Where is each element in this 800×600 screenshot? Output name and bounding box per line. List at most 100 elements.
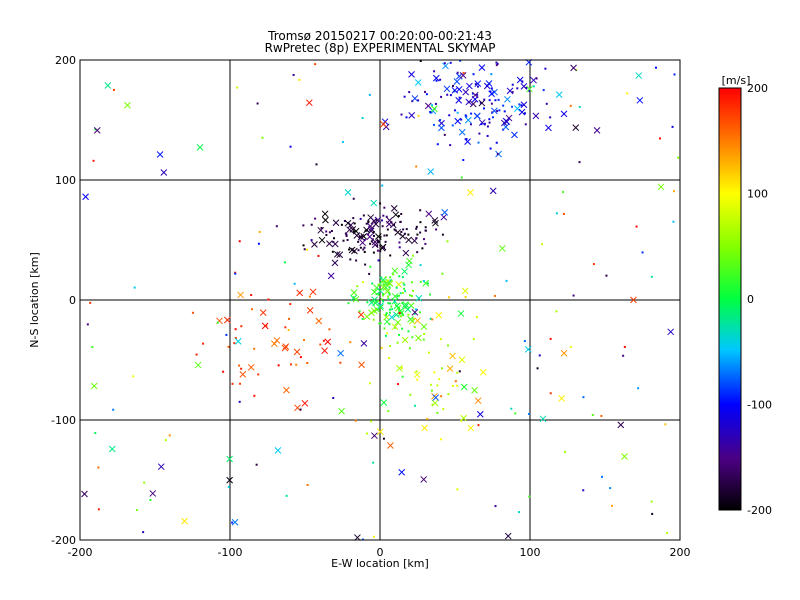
data-point-dot bbox=[356, 285, 359, 288]
data-point-dot bbox=[361, 317, 364, 320]
data-point-cross bbox=[415, 334, 422, 342]
data-point-dot bbox=[411, 336, 414, 339]
data-point-dot bbox=[377, 259, 380, 262]
data-point-dot bbox=[362, 214, 365, 217]
data-point-dot bbox=[283, 261, 286, 264]
data-point-dot bbox=[392, 273, 395, 276]
data-point-dot bbox=[451, 384, 454, 387]
data-point-cross bbox=[379, 283, 387, 291]
data-point-dot bbox=[231, 521, 234, 524]
data-point-dot bbox=[425, 93, 428, 96]
data-point-dot bbox=[381, 219, 384, 222]
data-point-dot bbox=[622, 354, 625, 357]
data-point-cross bbox=[333, 250, 341, 258]
data-point-dot bbox=[357, 240, 360, 243]
data-point-dot bbox=[385, 234, 388, 237]
data-point-cross bbox=[460, 383, 468, 391]
data-point-cross bbox=[511, 131, 518, 139]
data-point-dot bbox=[441, 367, 444, 370]
data-point-cross bbox=[427, 168, 435, 175]
data-points bbox=[81, 58, 680, 541]
data-point-cross bbox=[430, 105, 438, 113]
data-point-dot bbox=[451, 84, 454, 87]
data-point-cross bbox=[458, 356, 466, 364]
data-point-dot bbox=[164, 439, 167, 442]
data-point-dot bbox=[97, 466, 100, 469]
data-point-dot bbox=[345, 233, 348, 236]
data-point-dot bbox=[474, 83, 477, 86]
data-point-dot bbox=[609, 487, 612, 490]
data-point-dot bbox=[250, 294, 253, 297]
data-point-cross bbox=[315, 317, 323, 325]
data-point-cross bbox=[560, 110, 568, 118]
data-point-dot bbox=[442, 408, 445, 411]
data-point-dot bbox=[412, 254, 415, 257]
data-point-cross bbox=[471, 386, 478, 394]
data-point-dot bbox=[490, 73, 493, 76]
y-axis-label: N-S location [km] bbox=[28, 252, 41, 348]
data-point-cross bbox=[545, 124, 552, 132]
data-point-dot bbox=[402, 282, 405, 285]
data-point-dot bbox=[451, 124, 454, 127]
data-point-dot bbox=[677, 156, 680, 159]
data-point-dot bbox=[416, 251, 419, 254]
data-point-cross bbox=[370, 307, 378, 315]
data-point-cross bbox=[321, 347, 328, 355]
data-point-cross bbox=[459, 72, 467, 79]
data-point-dot bbox=[495, 64, 498, 67]
data-point-cross bbox=[322, 216, 329, 224]
data-point-dot bbox=[401, 292, 404, 295]
data-point-cross bbox=[454, 117, 462, 125]
data-point-dot bbox=[672, 190, 675, 193]
data-point-dot bbox=[424, 90, 427, 93]
data-point-dot bbox=[635, 225, 638, 228]
data-point-dot bbox=[605, 274, 608, 277]
data-point-dot bbox=[369, 242, 372, 245]
colorbar-tick-labels: 200 100 0 -100 -200 bbox=[747, 82, 772, 517]
data-point-cross bbox=[395, 281, 403, 288]
data-point-dot bbox=[435, 79, 438, 82]
data-point-dot bbox=[443, 62, 446, 65]
data-point-dot bbox=[358, 310, 361, 313]
data-point-dot bbox=[456, 384, 459, 387]
data-point-cross bbox=[357, 311, 365, 319]
data-point-dot bbox=[359, 246, 362, 249]
data-point-dot bbox=[343, 219, 346, 222]
data-point-dot bbox=[549, 392, 552, 395]
data-point-dot bbox=[400, 366, 403, 369]
data-point-dot bbox=[348, 248, 351, 251]
data-point-dot bbox=[429, 317, 432, 320]
data-point-cross bbox=[397, 309, 405, 317]
data-point-cross bbox=[466, 82, 473, 90]
data-point-dot bbox=[415, 237, 418, 240]
data-point-cross bbox=[226, 476, 233, 484]
data-point-cross bbox=[273, 337, 281, 344]
data-point-dot bbox=[382, 294, 385, 297]
data-point-dot bbox=[400, 315, 403, 318]
data-point-dot bbox=[422, 280, 425, 283]
data-point-dot bbox=[365, 222, 368, 225]
data-point-dot bbox=[524, 123, 527, 126]
data-point-dot bbox=[325, 230, 328, 233]
data-point-cross bbox=[371, 432, 378, 440]
data-point-cross bbox=[455, 97, 463, 104]
data-point-dot bbox=[521, 80, 524, 83]
data-point-cross bbox=[514, 105, 521, 112]
data-point-dot bbox=[436, 411, 439, 414]
data-point-dot bbox=[528, 495, 531, 498]
data-point-dot bbox=[654, 66, 657, 69]
data-point-dot bbox=[298, 78, 301, 81]
data-point-dot bbox=[314, 217, 317, 220]
data-point-dot bbox=[494, 99, 497, 102]
data-point-cross bbox=[281, 344, 289, 352]
data-point-dot bbox=[306, 248, 309, 251]
data-point-cross bbox=[317, 226, 325, 234]
data-point-cross bbox=[370, 217, 378, 225]
data-point-dot bbox=[419, 59, 422, 62]
data-point-dot bbox=[426, 417, 429, 420]
data-point-cross bbox=[293, 348, 301, 356]
data-point-dot bbox=[415, 165, 418, 168]
data-point-dot bbox=[456, 71, 459, 74]
data-point-dot bbox=[471, 92, 474, 95]
data-point-dot bbox=[325, 233, 328, 236]
